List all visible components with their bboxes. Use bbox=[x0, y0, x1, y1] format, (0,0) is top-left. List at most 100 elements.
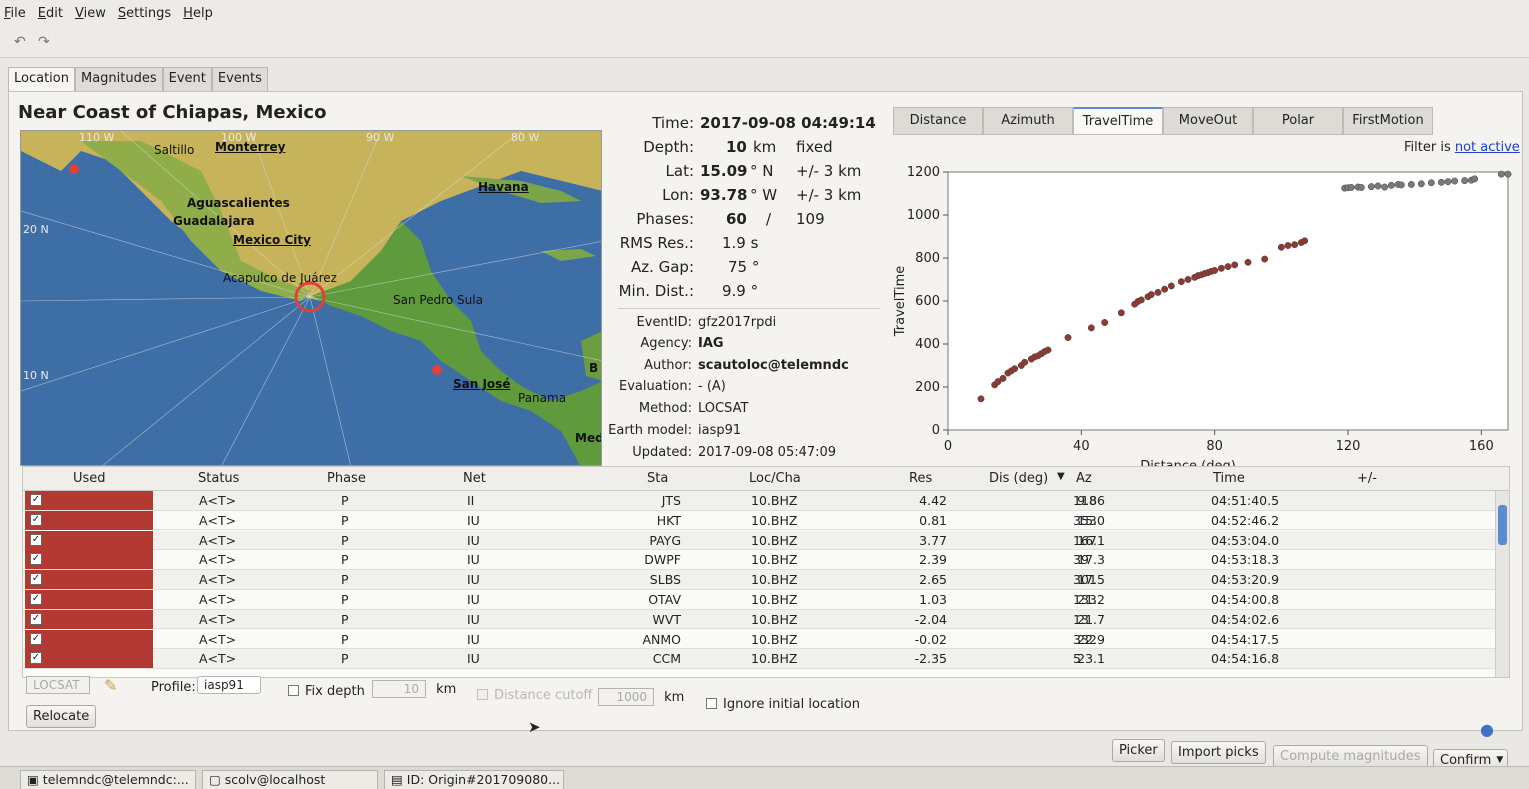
ignore-initial-control[interactable]: Ignore initial location bbox=[706, 697, 860, 712]
cell-time: 04:54:16.8 bbox=[1211, 651, 1280, 667]
data-point bbox=[1161, 285, 1169, 293]
used-cell[interactable]: ✓ bbox=[25, 590, 153, 609]
table-row[interactable]: ✓ A<T> P IU SLBS 10.BHZ 2.65 17.5 301 04:53:20.9 bbox=[23, 570, 1509, 590]
filter-toggle-link[interactable]: not active bbox=[1454, 140, 1520, 155]
cell-res: 2.65 bbox=[919, 572, 947, 588]
col-status[interactable]: Status bbox=[198, 471, 240, 486]
col-sta[interactable]: Sta bbox=[647, 471, 669, 486]
grid-label: 80 W bbox=[511, 131, 540, 144]
plot-area bbox=[947, 171, 1509, 431]
table-row[interactable]: ✓ A<T> P IU CCM 10.BHZ -2.35 23.1 5 04:54:16.8 bbox=[23, 649, 1509, 669]
tab-azimuth[interactable]: Azimuth bbox=[983, 107, 1073, 135]
arrivals-table[interactable]: Used Status Phase Net Sta Loc/Cha Res Di… bbox=[22, 466, 1510, 678]
tab-moveout[interactable]: MoveOut bbox=[1163, 107, 1253, 135]
menu-help[interactable]: Help bbox=[183, 5, 213, 21]
tab-traveltime[interactable]: TravelTime bbox=[1073, 107, 1163, 135]
used-checkbox[interactable]: ✓ bbox=[30, 612, 42, 625]
depth-value: 10 bbox=[726, 138, 747, 156]
ignore-initial-checkbox[interactable] bbox=[706, 698, 717, 709]
tab-events[interactable]: Events bbox=[211, 67, 268, 91]
menu-view[interactable]: View bbox=[74, 5, 106, 21]
table-row[interactable]: ✓ A<T> P IU WVT 10.BHZ -2.04 21.7 13 04:54:02.6 bbox=[23, 609, 1509, 630]
cell-loccha: 10.BHZ bbox=[751, 532, 798, 548]
main-tabs: Location Magnitudes Event Events bbox=[8, 67, 268, 91]
scrollbar-thumb[interactable] bbox=[1498, 505, 1507, 545]
tab-polar[interactable]: Polar bbox=[1253, 107, 1343, 135]
used-checkbox[interactable]: ✓ bbox=[30, 593, 42, 605]
profile-value[interactable]: iasp91 bbox=[197, 676, 261, 694]
data-point bbox=[1177, 278, 1185, 286]
used-checkbox[interactable]: ✓ bbox=[30, 632, 42, 645]
profile-select[interactable]: iasp91 bbox=[197, 676, 261, 694]
used-cell[interactable]: ✓ bbox=[25, 491, 153, 510]
used-cell[interactable]: ✓ bbox=[25, 550, 153, 570]
traveltime-chart[interactable]: 04080120160020040060080010001200Distance… bbox=[888, 160, 1528, 480]
cell-az: 39 bbox=[1073, 552, 1089, 568]
col-loccha[interactable]: Loc/Cha bbox=[749, 471, 801, 486]
fix-depth-control[interactable]: Fix depth bbox=[288, 684, 365, 699]
chat-icon[interactable]: ● bbox=[1480, 720, 1494, 739]
tab-location[interactable]: Location bbox=[8, 67, 75, 91]
data-point bbox=[1231, 261, 1239, 269]
used-cell[interactable]: ✓ bbox=[25, 510, 153, 530]
redo-icon[interactable]: ↷ bbox=[38, 34, 50, 50]
menu-settings[interactable]: Settings bbox=[117, 5, 172, 21]
tab-magnitudes[interactable]: Magnitudes bbox=[74, 67, 163, 91]
col-net[interactable]: Net bbox=[463, 471, 486, 486]
col-dis[interactable]: Dis (deg) bbox=[989, 471, 1049, 486]
used-cell[interactable]: ✓ bbox=[25, 629, 153, 649]
import-picks-button[interactable]: Import picks bbox=[1171, 741, 1266, 764]
col-used[interactable]: Used bbox=[73, 471, 106, 486]
map-view[interactable]: 110 W 100 W 90 W 80 W 20 N 10 N Saltillo… bbox=[20, 130, 602, 466]
used-cell[interactable]: ✓ bbox=[25, 570, 153, 590]
toolbar: ↶ ↷ bbox=[0, 26, 1529, 58]
taskbar-terminal-label: telemndc@telemndc:... bbox=[42, 772, 189, 787]
grid-label: 90 W bbox=[366, 131, 395, 144]
map-canvas bbox=[21, 131, 601, 465]
fix-depth-checkbox[interactable] bbox=[288, 685, 299, 696]
table-row[interactable]: ✓ A<T> P IU ANMO 10.BHZ -0.02 22.9 332 04:54:17.5 bbox=[23, 629, 1509, 650]
method-value: LOCSAT bbox=[698, 401, 749, 416]
sort-down-icon[interactable]: ▼ bbox=[1057, 471, 1065, 482]
col-res[interactable]: Res bbox=[909, 471, 933, 486]
col-phase[interactable]: Phase bbox=[327, 471, 366, 486]
used-checkbox[interactable]: ✓ bbox=[30, 533, 42, 546]
used-checkbox[interactable]: ✓ bbox=[30, 494, 42, 506]
menu-edit[interactable]: Edit bbox=[37, 5, 63, 21]
taskbar-item-origin[interactable]: ▤ ID: Origin#201709080... bbox=[384, 770, 564, 789]
used-checkbox[interactable]: ✓ bbox=[30, 573, 42, 586]
undo-icon[interactable]: ↶ bbox=[14, 34, 26, 50]
table-row[interactable]: ✓ A<T> P II JTS 10.BHZ 4.42 9.86 118 04:51:40.5 bbox=[23, 491, 1509, 511]
table-row[interactable]: ✓ A<T> P IU OTAV 10.BHZ 1.03 21.2 133 04:54:00.8 bbox=[23, 590, 1509, 610]
col-err[interactable]: +/- bbox=[1357, 471, 1377, 486]
used-cell[interactable]: ✓ bbox=[25, 609, 153, 629]
picker-button[interactable]: Picker bbox=[1112, 739, 1165, 762]
tool-icon[interactable]: ✎ bbox=[104, 676, 118, 695]
cell-res: 2.39 bbox=[919, 552, 947, 568]
col-time[interactable]: Time bbox=[1213, 471, 1245, 486]
table-row[interactable]: ✓ A<T> P IU PAYG 10.BHZ 3.77 16.1 167 04:53:04.0 bbox=[23, 530, 1509, 551]
taskbar-item-scolv[interactable]: ▢ scolv@localhost bbox=[202, 770, 378, 789]
used-checkbox[interactable]: ✓ bbox=[30, 553, 42, 566]
table-row[interactable]: ✓ A<T> P IU HKT 10.BHZ 0.81 15.0 353 04:52:46.2 bbox=[23, 510, 1509, 531]
table-row[interactable]: ✓ A<T> P IU DWPF 10.BHZ 2.39 17.3 39 04:53:18.3 bbox=[23, 550, 1509, 570]
table-scrollbar[interactable] bbox=[1495, 491, 1509, 677]
used-checkbox[interactable]: ✓ bbox=[30, 652, 42, 665]
tab-distance[interactable]: Distance bbox=[893, 107, 983, 135]
relocate-button[interactable]: Relocate bbox=[26, 705, 97, 728]
cell-time: 04:52:46.2 bbox=[1211, 512, 1280, 528]
menu-file[interactable]: File bbox=[4, 5, 26, 21]
col-az[interactable]: Az bbox=[1076, 471, 1092, 486]
fix-depth-value: 10 bbox=[372, 680, 426, 698]
used-cell[interactable]: ✓ bbox=[25, 649, 153, 669]
window-icon: ▤ bbox=[391, 772, 407, 787]
rms-value: 1.9 s bbox=[722, 234, 759, 252]
taskbar: ▣ telemndc@telemndc:... ▢ scolv@localhos… bbox=[0, 766, 1529, 789]
tab-firstmotion[interactable]: FirstMotion bbox=[1343, 107, 1433, 135]
updated-label: Updated: bbox=[632, 445, 692, 460]
taskbar-item-terminal[interactable]: ▣ telemndc@telemndc:... bbox=[20, 770, 196, 789]
used-cell[interactable]: ✓ bbox=[25, 530, 153, 550]
used-checkbox[interactable]: ✓ bbox=[30, 513, 42, 526]
tab-event[interactable]: Event bbox=[162, 67, 212, 91]
city-label: Aguascalientes bbox=[187, 196, 290, 210]
